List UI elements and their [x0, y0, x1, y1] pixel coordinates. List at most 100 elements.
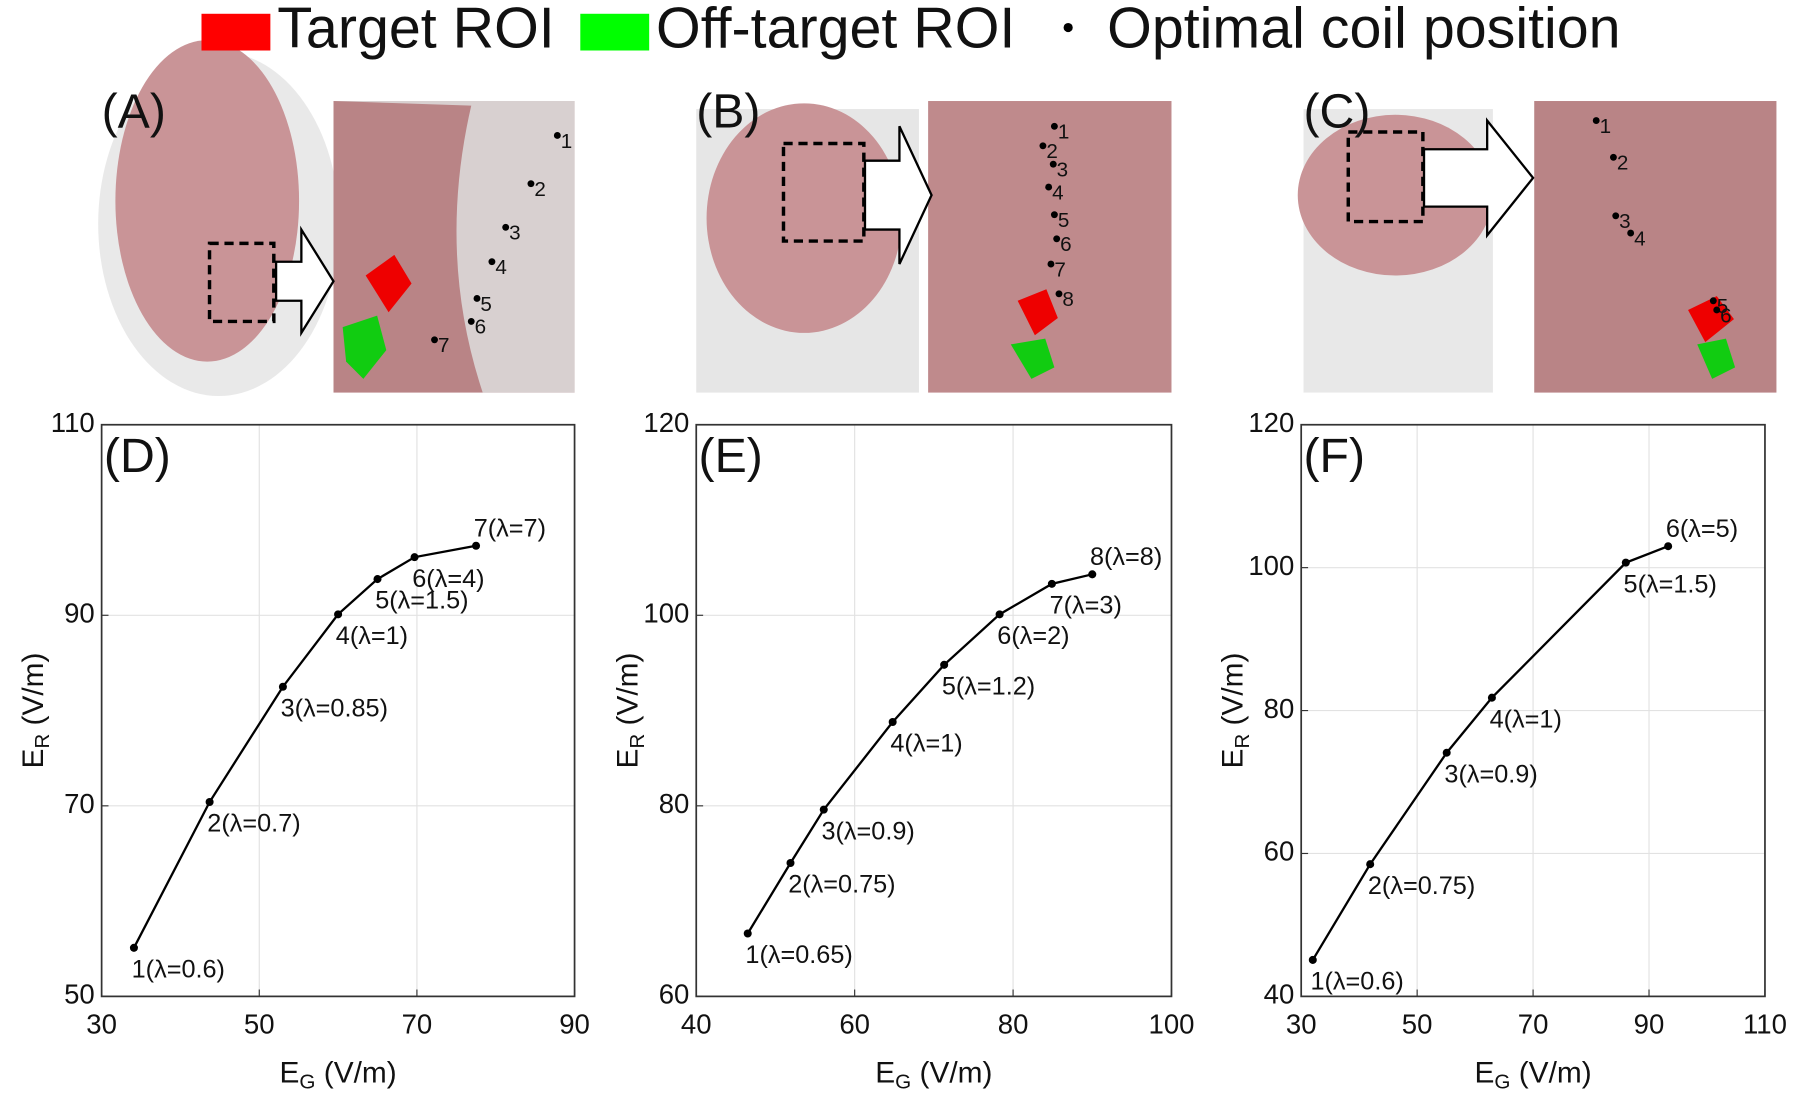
coil-position	[431, 336, 438, 344]
point-annotation: 3(λ=0.85)	[281, 694, 388, 722]
plot-frame	[100, 423, 576, 998]
point-annotation: 6(λ=4)	[412, 565, 484, 593]
x-axis-label-sub: G	[299, 1071, 315, 1094]
data-point	[1088, 570, 1097, 579]
x-axis-label-main: E	[1474, 1056, 1494, 1089]
coil-position	[1709, 297, 1717, 305]
coil-position	[1050, 122, 1058, 130]
y-axis-label-main: E	[1216, 749, 1249, 769]
coil-label: 5	[480, 293, 492, 316]
plot-frame	[1300, 423, 1766, 998]
data-point	[1047, 579, 1056, 588]
coil-position	[467, 317, 475, 325]
point-annotation: 4(λ=1)	[890, 730, 962, 758]
x-tick-label: 100	[1148, 1009, 1194, 1040]
point-annotation: 4(λ=1)	[1490, 705, 1562, 733]
coil-label: 4	[495, 256, 507, 279]
x-tick-label: 30	[86, 1009, 117, 1040]
data-point	[1308, 955, 1317, 964]
x-axis-label-unit: (V/m)	[1510, 1056, 1591, 1089]
x-axis-label: EG (V/m)	[875, 1056, 992, 1094]
data-point	[205, 798, 214, 807]
x-axis-label-sub: G	[1494, 1071, 1510, 1094]
x-axis-label-main: E	[875, 1056, 895, 1089]
panel-label: (E)	[699, 429, 763, 483]
panel-label: (C)	[1303, 85, 1370, 139]
point-annotation: 7(λ=3)	[1050, 591, 1122, 619]
data-point	[1487, 693, 1496, 702]
data-point	[1366, 860, 1375, 869]
y-axis-label-main: E	[17, 749, 50, 769]
y-axis-label-sub: R	[1231, 734, 1254, 749]
legend-swatch	[580, 13, 650, 51]
data-point	[373, 575, 382, 584]
coil-position	[488, 258, 496, 266]
point-annotation: 5(λ=1.2)	[942, 672, 1035, 700]
data-point	[410, 553, 419, 562]
x-tick-label: 70	[402, 1009, 433, 1040]
y-axis-label: ER (V/m)	[612, 653, 650, 769]
coil-label: 3	[509, 222, 521, 245]
x-tick-label: 40	[681, 1009, 712, 1040]
data-point	[786, 858, 795, 868]
x-tick-label: 80	[998, 1009, 1029, 1040]
y-tick-label: 80	[659, 788, 690, 819]
data-point	[334, 610, 343, 619]
coil-label: 5	[1058, 209, 1070, 232]
data-point	[278, 682, 287, 691]
point-annotation: 3(λ=0.9)	[1444, 760, 1537, 788]
point-annotation: 5(λ=1.5)	[1624, 570, 1717, 598]
panel-label: (B)	[696, 85, 760, 139]
y-tick-label: 60	[1264, 836, 1295, 867]
data-point	[995, 610, 1004, 619]
coil-label: 2	[1046, 140, 1058, 163]
x-tick-label: 60	[839, 1009, 870, 1040]
y-axis-label-unit: (V/m)	[1216, 653, 1249, 734]
y-tick-label: 40	[1264, 979, 1295, 1010]
point-annotation: 1(λ=0.6)	[132, 955, 225, 983]
data-point	[1621, 558, 1630, 567]
y-axis-label-unit: (V/m)	[17, 653, 50, 734]
point-annotation: 3(λ=0.9)	[821, 817, 914, 845]
point-annotation: 2(λ=0.7)	[207, 810, 300, 838]
coil-label: 7	[1054, 258, 1065, 281]
coil-label: 2	[534, 178, 546, 201]
data-point	[888, 717, 897, 727]
y-tick-label: 60	[659, 979, 690, 1010]
coil-label: 4	[1634, 227, 1646, 250]
data-line	[1311, 545, 1669, 961]
coil-position	[1049, 160, 1057, 168]
data-point	[1664, 542, 1673, 551]
coil-label: 8	[1062, 288, 1073, 311]
data-point	[472, 541, 481, 550]
coil-position	[1713, 306, 1721, 314]
x-tick-label: 110	[1743, 1009, 1787, 1040]
x-axis-label-unit: (V/m)	[911, 1056, 992, 1089]
data-point	[1442, 748, 1451, 757]
y-axis-label-main: E	[612, 749, 645, 769]
coil-position	[1055, 290, 1063, 298]
data-point	[743, 929, 752, 938]
x-tick-label: 90	[1634, 1009, 1665, 1040]
point-annotation: 2(λ=0.75)	[1368, 872, 1475, 900]
legend-swatch	[201, 13, 271, 51]
point-annotation: 7(λ=7)	[474, 514, 546, 542]
y-tick-label: 50	[64, 979, 95, 1010]
point-annotation: 6(λ=5)	[1666, 515, 1738, 543]
x-axis-label: EG (V/m)	[280, 1056, 397, 1094]
coil-label: 3	[1057, 158, 1068, 181]
coil-label: 6	[475, 316, 487, 339]
coil-position	[502, 223, 510, 231]
coil-position	[1047, 260, 1055, 268]
point-annotation: 8(λ=8)	[1090, 543, 1162, 571]
data-point	[819, 805, 828, 814]
coil-label: 2	[1617, 152, 1629, 175]
y-axis-label: ER (V/m)	[1216, 653, 1254, 769]
y-axis-label-sub: R	[626, 734, 649, 749]
coil-position	[527, 180, 535, 188]
data-point	[940, 660, 949, 669]
coil-label: 6	[1060, 233, 1072, 256]
point-annotation: 1(λ=0.6)	[1310, 968, 1403, 996]
data-line	[746, 573, 1093, 935]
legend-label: Optimal coil position	[1107, 0, 1620, 60]
